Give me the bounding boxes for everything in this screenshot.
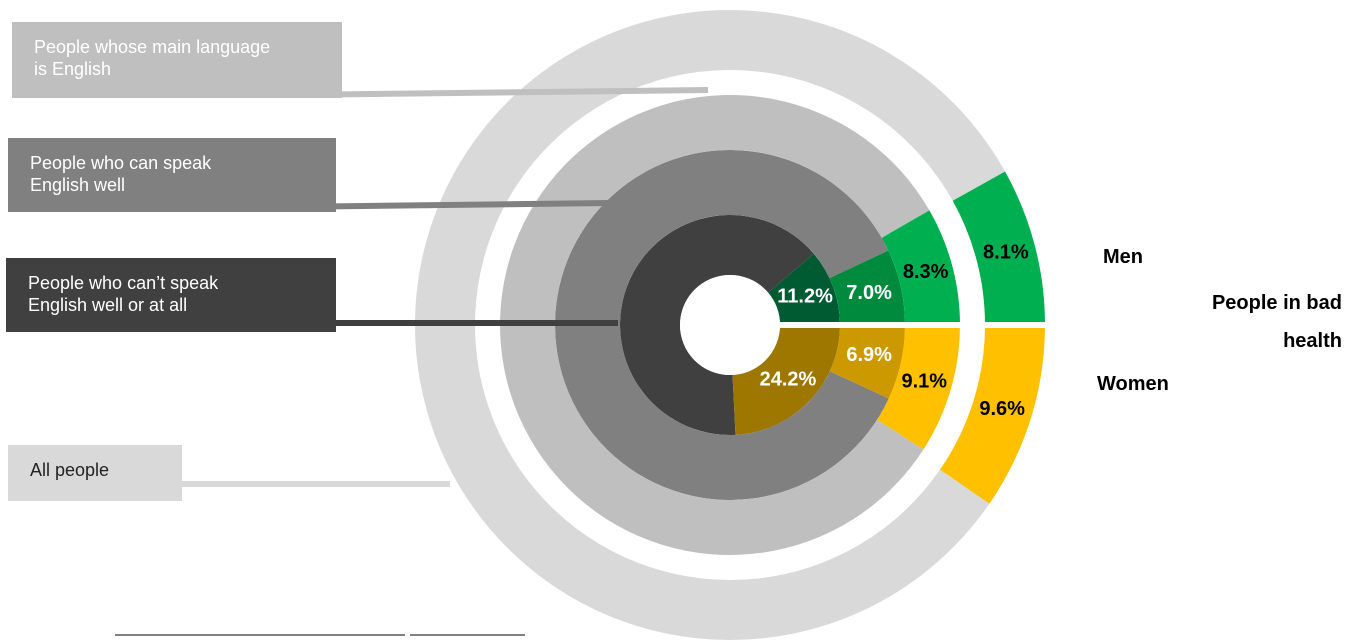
- ring-rest: [620, 214, 814, 435]
- ring-rest: [555, 150, 889, 500]
- legend-box: People who can speak English well: [8, 138, 336, 212]
- value-label: 7.0%: [846, 282, 892, 304]
- value-label: 11.2%: [777, 286, 833, 308]
- legend-box: People whose main language is English: [12, 22, 342, 98]
- value-label: 9.1%: [901, 370, 947, 392]
- value-label: 8.1%: [983, 242, 1029, 264]
- value-label: 9.6%: [979, 398, 1025, 420]
- legend-label: People whose main language is English: [34, 37, 271, 79]
- segment: [881, 210, 960, 325]
- category-label: Men: [1103, 246, 1143, 268]
- value-label: 8.3%: [903, 261, 949, 283]
- segment: [732, 325, 840, 435]
- legend-box: People who can’t speak English well or a…: [6, 258, 336, 332]
- segment: [829, 250, 905, 325]
- chart-title: People in bad health: [1211, 292, 1342, 352]
- value-label: 6.9%: [846, 344, 892, 366]
- hole: [680, 275, 780, 375]
- legend-label: All people: [30, 460, 110, 480]
- segment: [829, 325, 905, 399]
- value-label: 24.2%: [760, 368, 817, 390]
- connector: [284, 200, 609, 210]
- segment: [877, 325, 960, 450]
- category-label: Women: [1097, 373, 1169, 395]
- segment: [768, 253, 840, 325]
- segment: [940, 325, 1045, 504]
- connector: [289, 87, 709, 98]
- legend-label: People who can’t speak English well or a…: [28, 273, 219, 315]
- segment: [952, 171, 1045, 325]
- legend-box: All people: [8, 445, 182, 501]
- legend-label: People who can speak English well: [30, 153, 212, 195]
